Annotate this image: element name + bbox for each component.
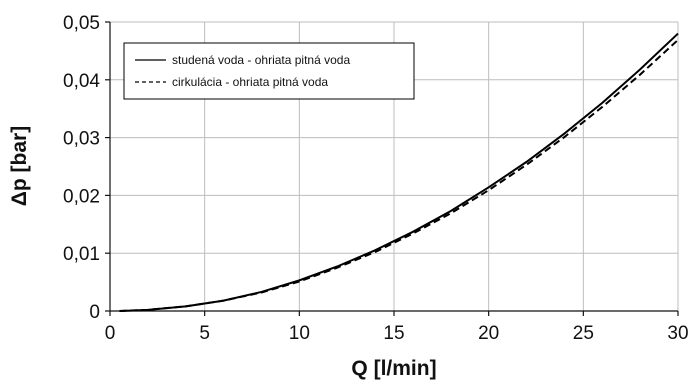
x-tick-label-6: 30 [667,323,688,344]
y-tick-label-5: 0,05 [63,13,100,34]
x-tick-label-2: 10 [289,323,310,344]
y-tick-label-0: 0 [89,302,100,323]
tick-labels: 0 5 10 15 20 25 30 0 0,01 0,02 0,03 0,04 0,05 [63,13,689,344]
legend-label-solid: studená voda - ohriata pitná voda [172,53,350,67]
series-line-dashed [119,39,679,312]
x-axis-title: Q [l/min] [351,357,436,380]
legend-box [123,42,415,100]
x-tick-label-1: 5 [199,323,210,344]
axes [105,21,679,316]
x-tick-label-3: 15 [383,323,404,344]
legend-label-dashed: cirkulácia - ohriata pitná voda [172,75,328,89]
series-line-solid [119,32,679,312]
y-tick-label-2: 0,02 [63,186,100,207]
x-tick-label-5: 25 [573,323,594,344]
y-axis-title: Δp [bar] [8,126,31,206]
series-lines [119,32,679,312]
y-tick-label-4: 0,04 [63,71,100,92]
x-tick-label-0: 0 [105,323,116,344]
x-tick-label-4: 20 [478,323,499,344]
y-tick-label-3: 0,03 [63,129,100,150]
legend: studená voda - ohriata pitná voda cirkul… [123,42,415,100]
y-tick-label-1: 0,01 [63,244,100,265]
